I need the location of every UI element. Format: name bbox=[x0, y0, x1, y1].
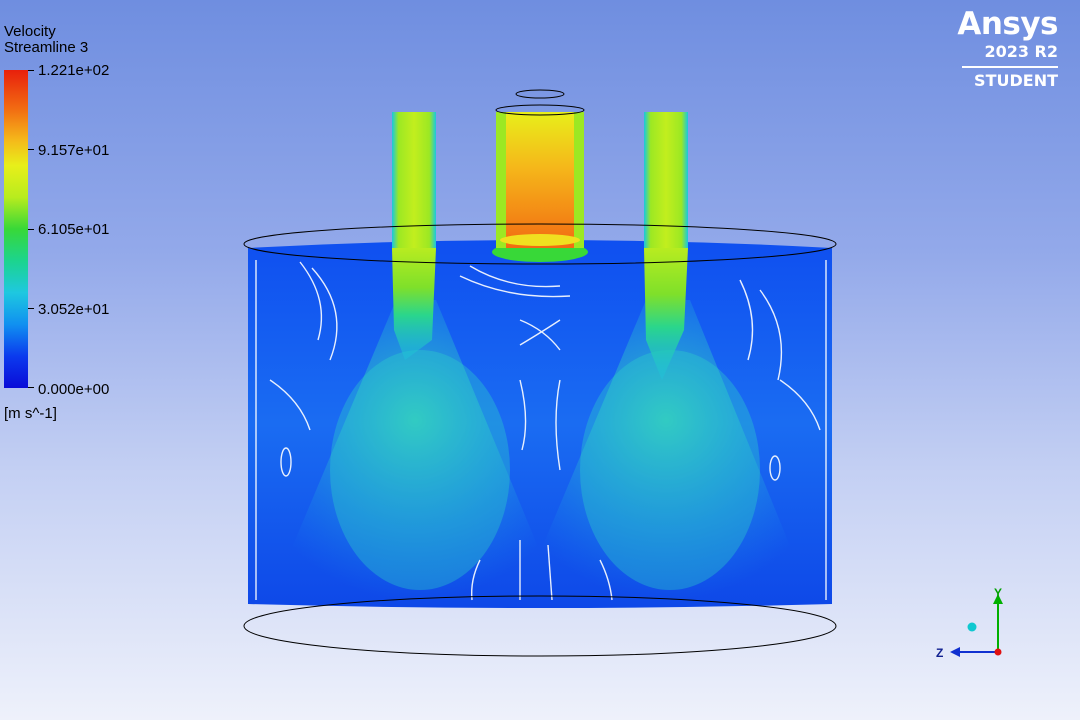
brand-divider bbox=[962, 66, 1058, 68]
legend-tick-label: 6.105e+01 bbox=[38, 221, 110, 238]
geometry-outline bbox=[243, 89, 837, 657]
legend-tick-label: 9.157e+01 bbox=[38, 142, 110, 159]
legend-tick bbox=[28, 387, 34, 388]
axis-y-label: Y bbox=[994, 586, 1002, 600]
brand-logo: Ansys 2023 R2 STUDENT bbox=[957, 6, 1058, 90]
left-inlet-pipe bbox=[392, 112, 436, 248]
right-inlet-pipe bbox=[644, 112, 688, 248]
legend-title: Velocity bbox=[4, 23, 56, 40]
axis-z-label: Z bbox=[936, 646, 943, 660]
center-outlet-pipe bbox=[496, 112, 584, 248]
legend: Velocity Streamline 3 bbox=[4, 24, 88, 56]
legend-tick-label: 3.052e+01 bbox=[38, 301, 110, 318]
legend-tick-label: 1.221e+02 bbox=[38, 62, 110, 79]
legend-tick bbox=[28, 308, 34, 309]
legend-tick-label: 0.000e+00 bbox=[38, 381, 110, 398]
legend-tick bbox=[28, 229, 34, 230]
legend-subtitle: Streamline 3 bbox=[4, 39, 89, 56]
color-bar bbox=[4, 70, 28, 388]
brand-name: Ansys bbox=[957, 6, 1058, 42]
legend-units: [m s^-1] bbox=[4, 405, 57, 422]
tank-body bbox=[248, 240, 832, 608]
legend-tick bbox=[28, 70, 34, 71]
brand-edition: STUDENT bbox=[974, 71, 1058, 90]
legend-tick bbox=[28, 149, 34, 150]
brand-version: 2023 R2 bbox=[984, 42, 1058, 61]
axis-triad: Y Z bbox=[936, 586, 1003, 660]
